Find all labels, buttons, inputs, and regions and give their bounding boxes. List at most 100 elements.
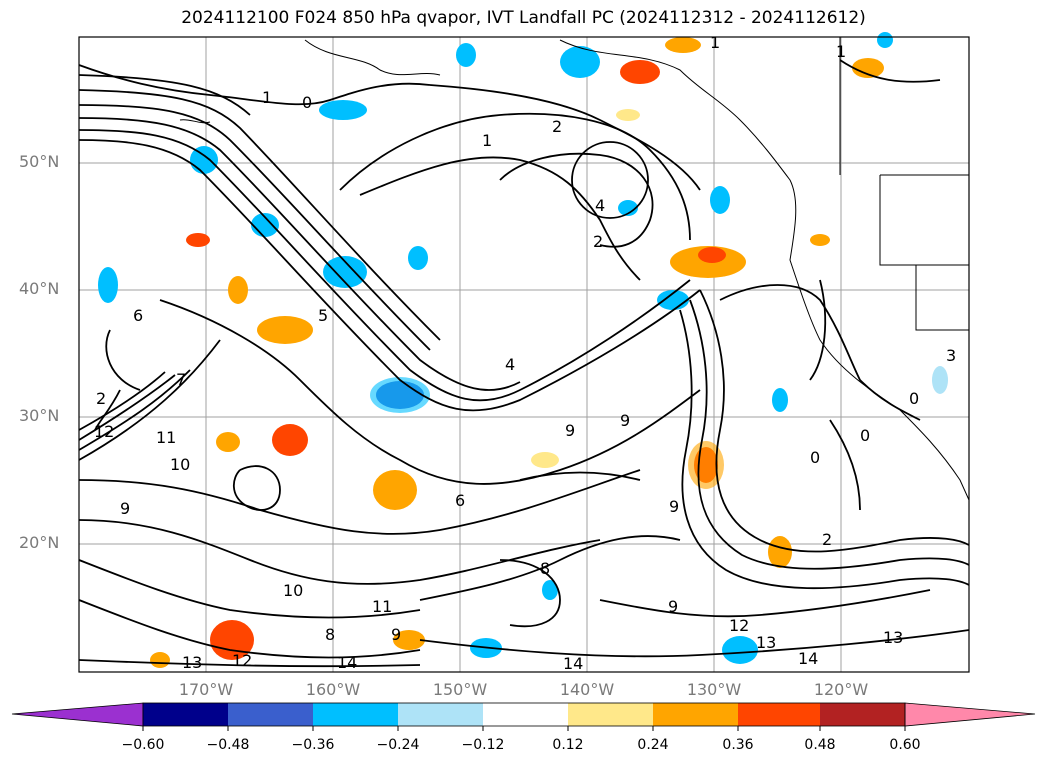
contour-label: 12 — [232, 651, 252, 670]
colorbar-cell — [228, 703, 313, 726]
colorbar-tick-label: 0.36 — [722, 737, 754, 753]
neg-anomaly — [772, 388, 788, 412]
contour-label: 14 — [798, 649, 818, 668]
neg-anomaly — [877, 32, 893, 48]
pos-anomaly — [373, 470, 417, 510]
neg-anomaly — [456, 43, 476, 67]
map-frame — [78, 36, 970, 673]
colorbar-cell — [568, 703, 653, 726]
lat-label: 40°N — [19, 279, 60, 298]
contour-label: 14 — [563, 654, 583, 673]
pos-anomaly — [665, 37, 701, 53]
pos-anomaly — [210, 620, 254, 660]
contour-label: 3 — [946, 346, 956, 365]
neg-anomaly — [722, 636, 758, 664]
lat-label: 20°N — [19, 533, 60, 552]
contour-label: 1 — [482, 131, 492, 150]
neg-anomaly — [542, 580, 558, 600]
contour-label: 9 — [120, 499, 130, 518]
colorbar-cell — [313, 703, 398, 726]
contour-label: 2 — [96, 389, 106, 408]
colorbar-tick-label: 0.60 — [889, 737, 921, 753]
contour-label: 5 — [318, 306, 328, 325]
pos-anomaly — [393, 630, 425, 650]
contour-label: 13 — [883, 628, 903, 647]
colorbar-extend-high — [904, 702, 1036, 727]
lon-label: 130°W — [686, 680, 742, 699]
contour-label-group: 1 0 1 2 4 2 1 5 6 4 2 7 12 11 10 9 9 9 6… — [94, 33, 956, 673]
map-title: 2024112100 F024 850 hPa qvapor, IVT Land… — [181, 8, 866, 28]
contour-label: 9 — [668, 597, 678, 616]
contour-label: 0 — [302, 93, 312, 112]
lon-label: 160°W — [305, 680, 361, 699]
map-background — [79, 37, 969, 672]
contour-label: 11 — [156, 428, 176, 447]
colorbar-cell — [738, 703, 820, 726]
pos-anomaly — [810, 234, 830, 246]
lon-label: 120°W — [813, 680, 869, 699]
contour-label: 1 — [262, 88, 272, 107]
pos-anomaly — [272, 424, 308, 456]
lon-label: 140°W — [559, 680, 615, 699]
neg-anomaly — [618, 200, 638, 216]
colorbar-tick-label: −0.12 — [461, 737, 505, 753]
colorbar-cell — [398, 703, 483, 726]
colorbar-cell — [143, 703, 228, 726]
qvapor-shading — [98, 32, 948, 668]
colorbar-tick-label: −0.24 — [376, 737, 420, 753]
contour-label: 12 — [729, 616, 749, 635]
contour-label: 14 — [337, 653, 357, 672]
lat-label: 30°N — [19, 406, 60, 425]
pos-anomaly — [616, 109, 640, 121]
neg-anomaly — [560, 46, 600, 78]
neg-anomaly — [98, 267, 118, 303]
contour-label: 9 — [565, 421, 575, 440]
contour-label: 4 — [595, 196, 605, 215]
neg-anomaly — [319, 100, 367, 120]
contour-label: 2 — [822, 530, 832, 549]
contour-label: 9 — [620, 411, 630, 430]
pos-anomaly — [186, 233, 210, 247]
contour-label: 9 — [391, 625, 401, 644]
contour-label: 2 — [593, 232, 603, 251]
colorbar-cell — [653, 703, 738, 726]
pos-anomaly — [531, 452, 559, 468]
colorbar-cell — [483, 703, 568, 726]
neg-anomaly — [323, 256, 367, 288]
contour-label: 8 — [540, 559, 550, 578]
lon-label: 150°W — [432, 680, 488, 699]
contour-label: 7 — [176, 370, 186, 389]
neg-anomaly — [408, 246, 428, 270]
colorbar — [11, 702, 1036, 731]
colorbar-extend-low — [11, 702, 144, 727]
colorbar-tick-label: 0.24 — [637, 737, 669, 753]
neg-anomaly — [370, 377, 430, 413]
pos-anomaly — [228, 276, 248, 304]
lon-label: 170°W — [178, 680, 234, 699]
colorbar-tick-label: 0.48 — [804, 737, 836, 753]
contour-lines — [78, 59, 970, 668]
contour-label: 2 — [552, 117, 562, 136]
contour-label: 11 — [372, 597, 392, 616]
colorbar-tick-label: −0.48 — [206, 737, 250, 753]
neg-anomaly — [710, 186, 730, 214]
colorbar-tick-label: −0.36 — [291, 737, 335, 753]
pos-anomaly — [150, 652, 170, 668]
contour-label: 6 — [455, 491, 465, 510]
colorbar-tick-label: −0.60 — [121, 737, 165, 753]
contour-label: 1 — [836, 42, 846, 61]
contour-label: 8 — [325, 625, 335, 644]
pos-anomaly — [768, 536, 792, 568]
contour-label: 13 — [756, 633, 776, 652]
contour-label: 13 — [182, 653, 202, 672]
contour-label: 9 — [669, 497, 679, 516]
pos-anomaly — [216, 432, 240, 452]
colorbar-tick-label: 0.12 — [552, 737, 584, 753]
gridlines — [79, 37, 969, 672]
neg-anomaly — [932, 366, 948, 394]
contour-label: 1 — [710, 33, 720, 52]
contour-label: 10 — [283, 581, 303, 600]
contour-label: 10 — [170, 455, 190, 474]
pos-anomaly — [852, 58, 884, 78]
contour-label: 12 — [94, 422, 114, 441]
